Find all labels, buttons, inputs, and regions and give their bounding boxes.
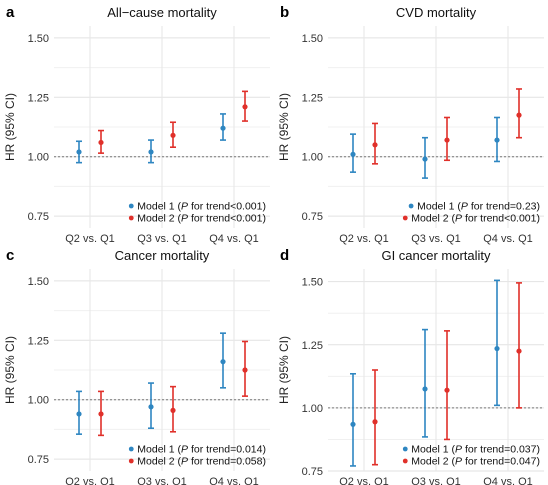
- x-tick-label: Q4 vs. Q1: [209, 476, 259, 485]
- legend-label: Model 1 (P for trend<0.001): [137, 201, 266, 213]
- y-tick-label: 1.00: [302, 403, 323, 415]
- legend-entry: Model 2 (P for trend<0.001): [128, 213, 266, 225]
- panel-c: c Cancer mortality 0.75 1.00 1.25 1.50 Q2 vs. …: [0, 243, 274, 485]
- y-tick-label: 1.25: [28, 92, 49, 104]
- y-tick-label: 1.25: [302, 92, 323, 104]
- data-point: [220, 125, 226, 131]
- x-tick-label: Q3 vs. Q1: [137, 233, 187, 245]
- data-point: [350, 421, 356, 427]
- y-tick-label: 0.75: [302, 466, 323, 478]
- panel-letter: d: [280, 247, 289, 264]
- data-point: [242, 104, 248, 110]
- y-axis-label: HR (95% CI): [277, 336, 291, 404]
- x-tick-label: Q4 vs. Q1: [483, 233, 533, 245]
- legend-label: Model 2 (P for trend<0.001): [411, 213, 540, 225]
- data-point: [98, 139, 104, 146]
- data-point: [422, 386, 428, 392]
- y-tick-label: 1.00: [302, 152, 323, 164]
- data-point: [170, 407, 176, 413]
- x-tick-label: Q4 vs. Q1: [209, 233, 259, 245]
- chart-panel-b: b CVD mortality 0.75 1.00 1.25 1.50 Q2 vs. Q1 Q…: [277, 4, 544, 245]
- data-point: [422, 156, 428, 162]
- legend-marker: [402, 446, 408, 452]
- data-point: [98, 411, 104, 417]
- y-tick-label: 1.50: [302, 33, 323, 45]
- data-point: [494, 345, 500, 352]
- y-tick-label: 1.50: [28, 33, 49, 45]
- legend-label: Model 1 (P for trend=0.037): [411, 444, 540, 456]
- y-axis-label: HR (95% CI): [277, 93, 291, 161]
- y-tick-label: 1.50: [302, 277, 323, 289]
- chart-title: GI cancer mortality: [381, 248, 491, 263]
- data-point: [494, 137, 500, 143]
- chart-title: Cancer mortality: [115, 248, 210, 263]
- chart-panel-d: d GI cancer mortality 0.75 1.00 1.25 1.50 Q2 v…: [277, 247, 544, 485]
- chart-panel-a: a All−cause mortality 0.75 1.00 1.25 1.50 Q2 v…: [3, 4, 270, 245]
- x-tick-label: Q2 vs. Q1: [339, 233, 389, 245]
- legend-entry: Model 2 (P for trend=0.047): [402, 456, 540, 468]
- y-tick-label: 1.25: [28, 335, 49, 347]
- panel-letter: c: [6, 247, 14, 264]
- legend-entry: Model 2 (P for trend<0.001): [402, 213, 540, 225]
- data-point: [242, 367, 248, 373]
- x-tick-label: Q4 vs. Q1: [483, 476, 533, 485]
- panel-b: b CVD mortality 0.75 1.00 1.25 1.50 Q2 vs. Q1 Q…: [274, 0, 548, 245]
- data-point: [516, 348, 522, 354]
- y-tick-label: 1.25: [302, 340, 323, 352]
- panel-letter: b: [280, 4, 289, 21]
- chart-panel-c: c Cancer mortality 0.75 1.00 1.25 1.50 Q2 vs. …: [3, 247, 270, 485]
- chart-title: CVD mortality: [396, 5, 477, 20]
- data-point: [372, 142, 378, 148]
- legend-label: Model 2 (P for trend=0.047): [411, 456, 540, 468]
- x-tick-label: Q3 vs. Q1: [137, 476, 187, 485]
- legend-label: Model 1 (P for trend=0.014): [137, 444, 266, 456]
- legend-marker: [128, 458, 134, 464]
- data-point: [444, 387, 450, 393]
- chart-title: All−cause mortality: [107, 5, 217, 20]
- legend-marker: [402, 458, 408, 464]
- legend-marker: [408, 203, 414, 209]
- data-point: [516, 112, 522, 118]
- legend-marker: [128, 203, 134, 209]
- x-tick-label: Q3 vs. Q1: [411, 476, 461, 485]
- legend-marker: [128, 215, 134, 221]
- y-tick-label: 0.75: [302, 211, 323, 223]
- data-point: [148, 404, 154, 410]
- y-tick-label: 1.50: [28, 276, 49, 288]
- y-tick-label: 0.75: [28, 211, 49, 223]
- data-point: [220, 359, 226, 365]
- y-axis-label: HR (95% CI): [3, 93, 17, 161]
- data-point: [76, 411, 82, 417]
- y-tick-label: 0.75: [28, 454, 49, 466]
- legend-entry: Model 1 (P for trend=0.23): [408, 201, 540, 213]
- x-tick-label: Q3 vs. Q1: [411, 233, 461, 245]
- legend-marker: [128, 446, 134, 452]
- data-point: [170, 132, 176, 138]
- panel-letter: a: [6, 4, 15, 21]
- x-tick-label: Q2 vs. Q1: [65, 233, 115, 245]
- panel-d: d GI cancer mortality 0.75 1.00 1.25 1.50 Q2 v…: [274, 243, 548, 485]
- data-point: [372, 419, 378, 425]
- x-tick-label: Q2 vs. Q1: [339, 476, 389, 485]
- legend-entry: Model 1 (P for trend<0.001): [128, 201, 266, 213]
- legend-label: Model 2 (P for trend=0.058): [137, 456, 266, 468]
- legend-entry: Model 1 (P for trend=0.037): [402, 444, 540, 456]
- y-tick-label: 1.00: [28, 395, 49, 407]
- legend-marker: [402, 215, 408, 221]
- legend-entry: Model 1 (P for trend=0.014): [128, 444, 266, 456]
- data-point: [148, 149, 154, 155]
- legend-entry: Model 2 (P for trend=0.058): [128, 456, 266, 468]
- data-point: [350, 151, 356, 157]
- data-point: [444, 137, 450, 143]
- data-point: [76, 149, 82, 155]
- legend-label: Model 1 (P for trend=0.23): [417, 201, 540, 213]
- x-tick-label: Q2 vs. Q1: [65, 476, 115, 485]
- legend-label: Model 2 (P for trend<0.001): [137, 213, 266, 225]
- y-tick-label: 1.00: [28, 152, 49, 164]
- panel-a: a All−cause mortality 0.75 1.00 1.25 1.50 Q2 v…: [0, 0, 274, 245]
- y-axis-label: HR (95% CI): [3, 336, 17, 404]
